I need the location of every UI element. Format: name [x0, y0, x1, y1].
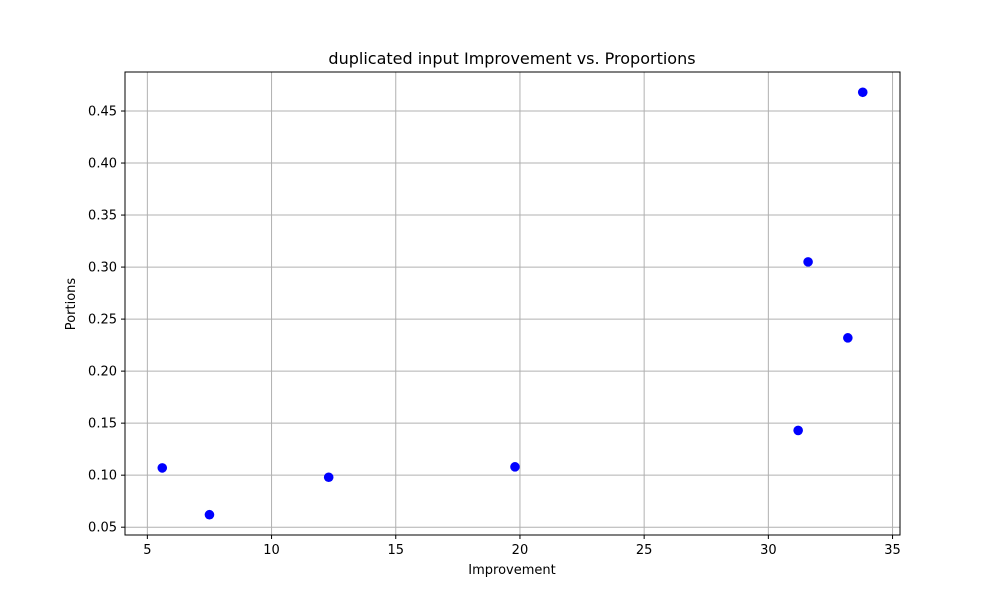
data-point: [510, 462, 520, 472]
plot-area-frame: [124, 71, 901, 536]
x-tick-label: 35: [884, 543, 901, 558]
grid-lines: [125, 72, 900, 535]
data-points: [157, 87, 868, 520]
x-tick-label: 10: [263, 543, 280, 558]
x-axis-label: Improvement: [468, 563, 555, 578]
x-tick-label: 30: [760, 543, 777, 558]
chart-title: duplicated input Improvement vs. Proport…: [328, 49, 695, 68]
y-tick-label: 0.15: [88, 417, 117, 432]
y-tick-label: 0.20: [88, 365, 117, 380]
data-point: [323, 472, 334, 483]
y-tick-label: 0.45: [88, 105, 117, 120]
y-axis-ticks: 0.05 0.10 0.15 0.20 0.25 0.30 0.35 0.40 0.45: [88, 105, 125, 536]
data-point: [843, 333, 853, 343]
y-tick-label: 0.35: [88, 209, 117, 224]
y-tick-label: 0.40: [88, 157, 117, 172]
y-axis-label: Portions: [64, 278, 79, 331]
y-tick-label: 0.25: [88, 313, 117, 328]
data-point: [857, 87, 868, 98]
y-tick-label: 0.05: [88, 521, 117, 536]
data-point: [803, 257, 813, 267]
x-axis-ticks: 5 10 15 20 25 30 35: [143, 535, 901, 558]
data-point: [204, 509, 215, 520]
x-tick-label: 20: [512, 543, 529, 558]
x-tick-label: 5: [143, 543, 151, 558]
data-point: [793, 425, 803, 436]
x-tick-label: 25: [636, 543, 653, 558]
y-tick-label: 0.30: [88, 261, 117, 276]
x-tick-label: 15: [387, 543, 404, 558]
data-point: [157, 463, 168, 473]
y-tick-label: 0.10: [88, 469, 117, 484]
